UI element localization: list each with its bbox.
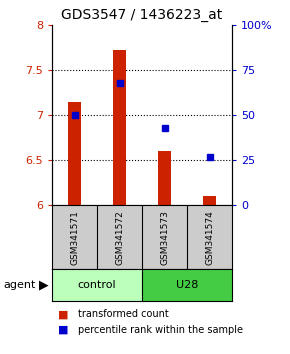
Bar xyxy=(52,205,97,269)
Text: agent: agent xyxy=(3,280,35,290)
Text: U28: U28 xyxy=(176,280,198,290)
Title: GDS3547 / 1436223_at: GDS3547 / 1436223_at xyxy=(61,8,223,22)
Bar xyxy=(142,269,232,301)
Bar xyxy=(68,102,81,205)
Text: GSM341574: GSM341574 xyxy=(205,210,214,264)
Bar xyxy=(97,205,142,269)
Text: ▶: ▶ xyxy=(39,279,49,291)
Bar xyxy=(113,50,126,205)
Text: transformed count: transformed count xyxy=(78,309,169,319)
Text: ■: ■ xyxy=(58,325,68,335)
Text: control: control xyxy=(78,280,117,290)
Bar xyxy=(158,151,171,205)
Bar xyxy=(142,205,187,269)
Bar xyxy=(203,196,216,205)
Text: GSM341572: GSM341572 xyxy=(115,210,124,264)
Text: percentile rank within the sample: percentile rank within the sample xyxy=(78,325,243,335)
Text: GSM341571: GSM341571 xyxy=(70,210,79,265)
Bar xyxy=(52,269,142,301)
Text: GSM341573: GSM341573 xyxy=(160,210,169,265)
Text: ■: ■ xyxy=(58,309,68,319)
Bar xyxy=(187,205,232,269)
